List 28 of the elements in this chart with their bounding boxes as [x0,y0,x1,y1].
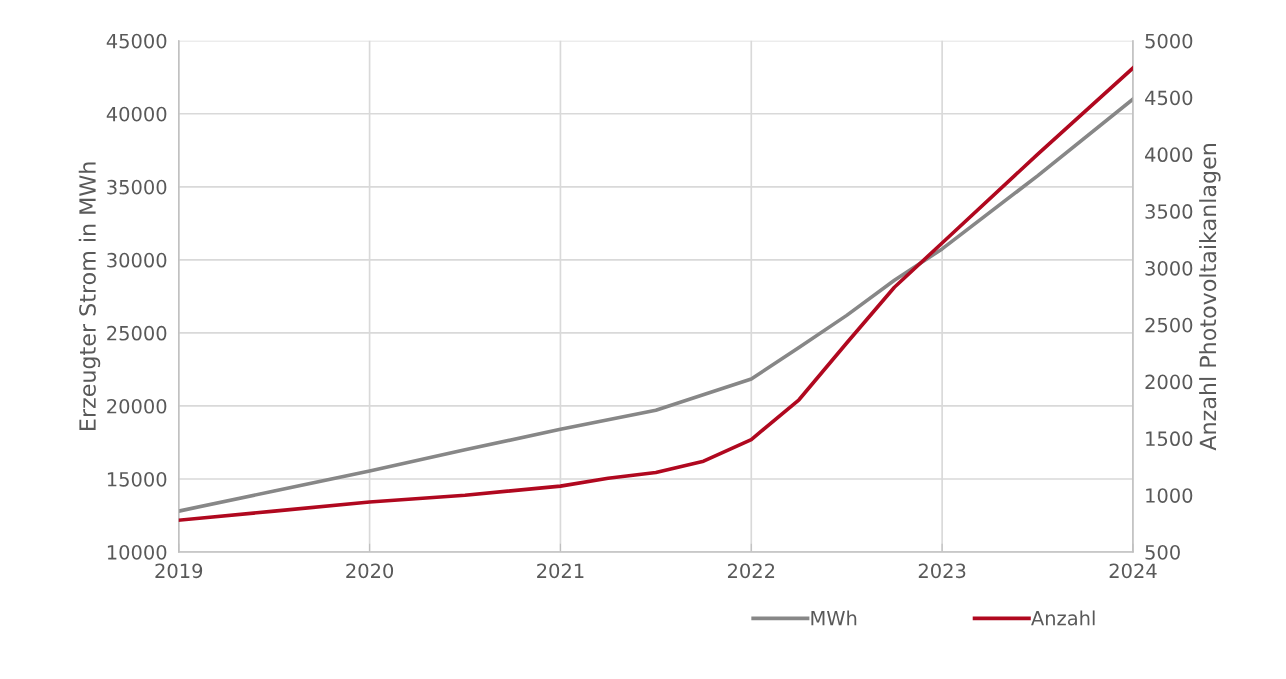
y-tick-label: 15000 [107,471,167,487]
y2-tick-label: 2000 [1145,374,1193,390]
y2-tick-label: 4500 [1145,90,1193,106]
x-tick-label: 2021 [537,563,584,579]
y2-tick-label: 5000 [1145,33,1193,49]
y-tick-label: 25000 [107,325,167,341]
y-axis-title: Erzeugter Strom in MWh [78,162,101,430]
y-tick-label: 40000 [106,106,167,122]
y2-tick-label: 3500 [1145,204,1193,219]
y-tick-label: 10000 [107,544,167,560]
x-tick-label: 2024 [1109,563,1157,579]
y2-tick-label: 1000 [1146,488,1193,503]
y-tick-label: 20000 [107,398,167,414]
y2-tick-label: 2500 [1145,317,1193,333]
x-tick-label: 2023 [918,563,966,579]
y2-tick-label: 500 [1145,544,1180,560]
y-tick-label: 30000 [107,252,167,268]
x-tick-label: 2019 [155,563,203,579]
x-tick-label: 2020 [346,563,394,579]
legend-label: Anzahl [1031,610,1095,626]
y2-tick-label: 1500 [1146,431,1193,447]
legend-label: MWh [811,610,857,626]
y2-axis-title: Anzahl Photovoltaikanlagen [1199,144,1221,451]
y-tick-label: 35000 [107,179,167,195]
y-tick-label: 45000 [106,33,167,49]
y2-tick-label: 3000 [1145,260,1193,276]
x-tick-label: 2022 [727,563,775,579]
y2-tick-label: 4000 [1145,147,1193,163]
